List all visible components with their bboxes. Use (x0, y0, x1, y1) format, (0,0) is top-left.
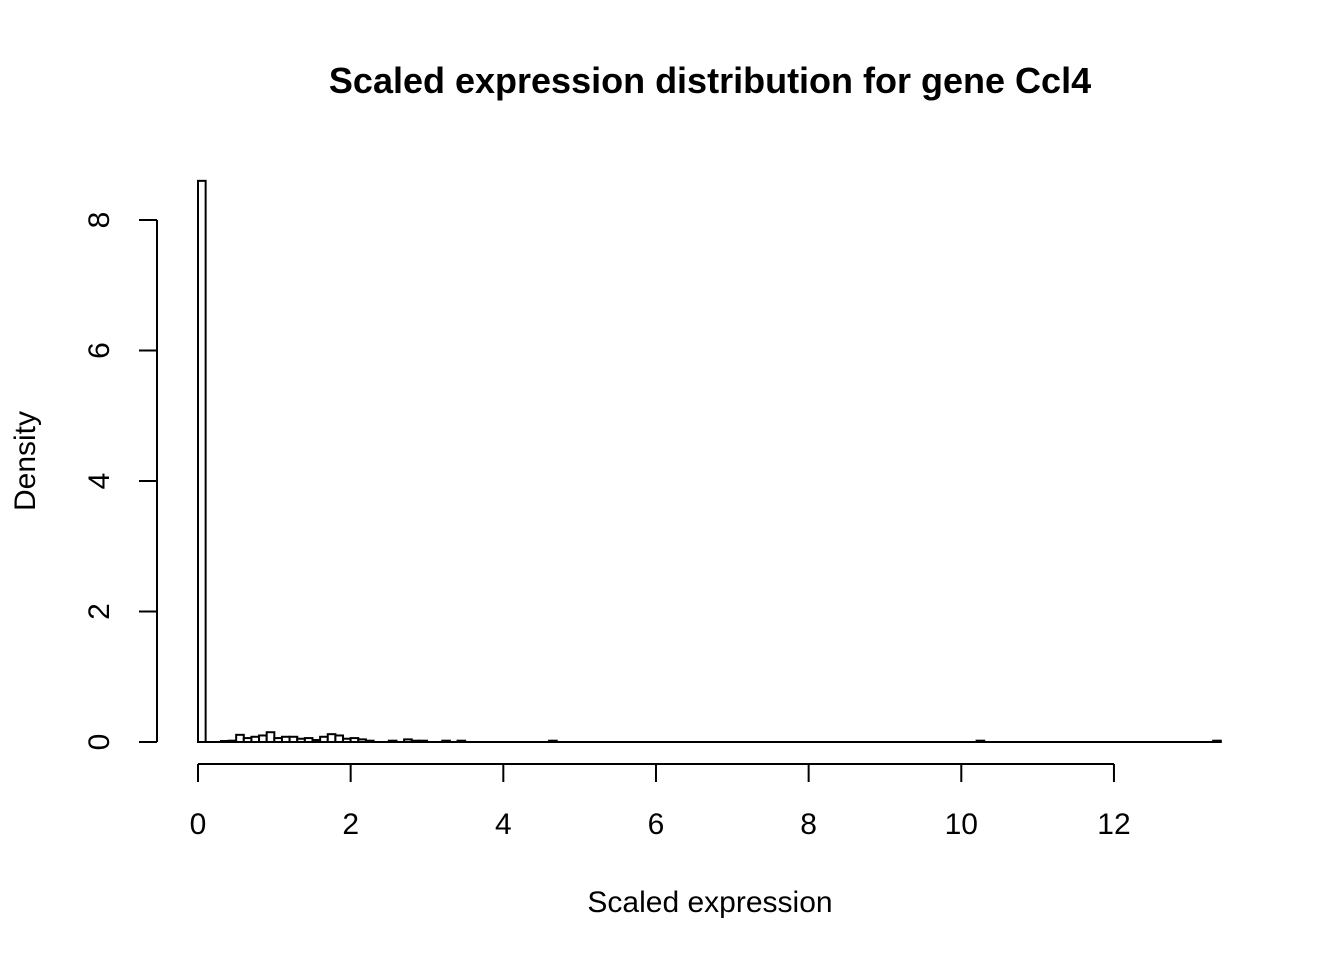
histogram-bar-8 (273, 737, 283, 744)
histogram-bar-20 (364, 739, 375, 744)
histogram-bar-16 (334, 734, 345, 743)
histogram-bar-27 (548, 739, 558, 744)
histogram-bar-18 (349, 737, 360, 744)
x-tick-label-8: 8 (800, 808, 817, 841)
histogram-bar-23 (410, 739, 421, 744)
histogram-bar-1 (219, 740, 230, 743)
y-axis-label: Density (9, 411, 42, 511)
histogram-bar-24 (418, 739, 428, 744)
histogram-bar-22 (403, 738, 413, 744)
x-axis-label: Scaled expression (587, 886, 832, 919)
histogram-bar-26 (456, 739, 467, 744)
histogram-bar-2 (227, 739, 238, 744)
histogram-bar-9 (280, 735, 291, 744)
x-tick-label-12: 12 (1097, 808, 1130, 841)
y-axis: 0 2 4 6 8 (83, 212, 158, 751)
histogram-bar-3 (235, 733, 245, 744)
chart-title: Scaled expression distribution for gene … (329, 60, 1091, 101)
y-tick-label-8: 8 (83, 212, 116, 229)
histogram-bar-5 (250, 735, 261, 744)
y-tick-label-4: 4 (83, 473, 116, 490)
histogram-bar-11 (296, 737, 306, 743)
y-tick-label-2: 2 (83, 603, 116, 620)
histogram-bar-12 (303, 737, 314, 744)
histogram-bar-10 (288, 735, 299, 744)
histogram-bar-19 (357, 738, 367, 744)
x-axis: 0 2 4 6 8 10 12 (190, 763, 1131, 841)
x-tick-label-10: 10 (945, 808, 978, 841)
x-tick-label-2: 2 (342, 808, 359, 841)
histogram-bar-4 (242, 737, 253, 744)
histogram-bar-17 (342, 737, 352, 743)
histogram-bar-0 (197, 179, 207, 744)
x-tick-label-4: 4 (495, 808, 512, 841)
histogram-bar-13 (311, 739, 322, 743)
x-tick-label-6: 6 (648, 808, 665, 841)
histogram-bar-21 (387, 739, 398, 744)
histogram-bar-6 (258, 734, 268, 743)
histogram-bar-15 (326, 733, 337, 743)
histogram-bar-7 (265, 731, 276, 744)
x-tick-label-0: 0 (190, 808, 207, 841)
histogram-bar-28 (975, 739, 986, 744)
y-tick-label-0: 0 (83, 734, 116, 751)
histogram-bars (197, 179, 1222, 744)
histogram-bar-29 (1212, 739, 1222, 744)
histogram-bar-25 (441, 739, 451, 744)
histogram-bar-14 (319, 735, 329, 744)
y-tick-label-6: 6 (83, 342, 116, 359)
